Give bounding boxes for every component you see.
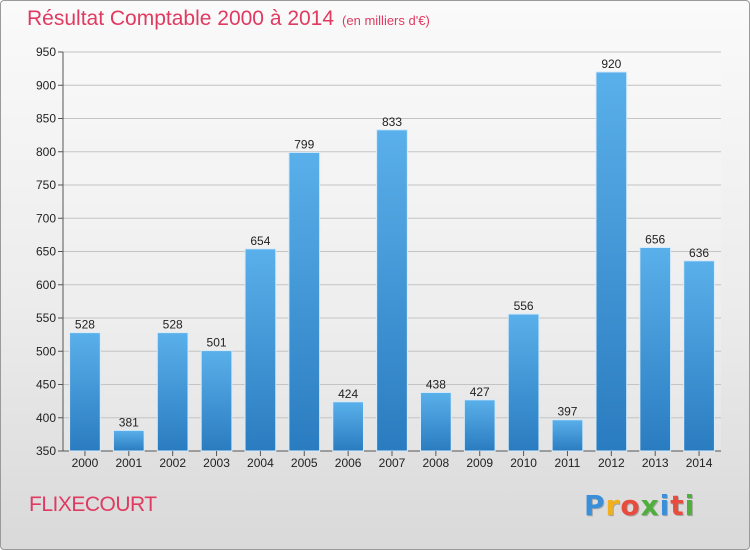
- y-tick-label: 750: [36, 178, 56, 192]
- x-tick-label-2003: 2003: [203, 456, 230, 470]
- data-label-2007: 833: [382, 115, 402, 129]
- y-tick-label: 350: [36, 444, 56, 458]
- x-tick-label-2014: 2014: [686, 456, 713, 470]
- x-tick-label-2005: 2005: [291, 456, 318, 470]
- bar-2008: [420, 391, 452, 452]
- proxiti-logo: Proxiti: [584, 489, 695, 522]
- chart-title-text: Résultat Comptable 2000 à 2014: [27, 7, 335, 30]
- x-tick-label-2001: 2001: [115, 456, 142, 470]
- logo-letter: i: [659, 489, 671, 522]
- x-tick-label-2012: 2012: [598, 456, 625, 470]
- logo-letter: i: [684, 489, 696, 522]
- logo-letter: x: [640, 489, 660, 522]
- x-tick-label-2004: 2004: [247, 456, 274, 470]
- data-label-2010: 556: [514, 299, 534, 313]
- bar-2006: [332, 401, 364, 452]
- x-tick-label-2006: 2006: [335, 456, 362, 470]
- bar-2002: [156, 332, 189, 452]
- data-label-2012: 920: [601, 57, 621, 71]
- data-label-2008: 438: [426, 377, 446, 391]
- y-tick-label: 500: [36, 344, 56, 358]
- chart-title: Résultat Comptable 2000 à 2014 (en millie…: [27, 7, 430, 31]
- data-label-2001: 381: [119, 415, 139, 429]
- x-tick-label-2007: 2007: [379, 456, 406, 470]
- logo-letter: t: [670, 489, 685, 522]
- bar-2011: [551, 419, 584, 452]
- bar-2014: [683, 260, 715, 452]
- data-label-2013: 656: [645, 233, 665, 247]
- data-label-2014: 636: [689, 246, 709, 260]
- data-label-2004: 654: [250, 234, 270, 248]
- data-label-2002: 528: [163, 318, 183, 332]
- y-tick-label: 450: [36, 378, 56, 392]
- data-label-2005: 799: [294, 137, 314, 151]
- y-tick-label: 600: [36, 278, 56, 292]
- bar-2004: [244, 248, 277, 452]
- x-tick-label-2010: 2010: [510, 456, 537, 470]
- bar-2001: [112, 429, 145, 452]
- y-tick-label: 800: [36, 145, 56, 159]
- y-tick-label: 650: [36, 245, 56, 259]
- x-tick-label-2002: 2002: [159, 456, 186, 470]
- bar-2003: [200, 350, 233, 452]
- y-tick-label: 900: [36, 78, 56, 92]
- bar-2000: [69, 332, 101, 452]
- data-label-2000: 528: [75, 318, 95, 332]
- y-tick-label: 950: [36, 45, 56, 59]
- y-tick-label: 850: [36, 112, 56, 126]
- y-tick-label: 550: [36, 311, 56, 325]
- location-name: FLIXECOURT: [29, 493, 157, 516]
- y-tick-label: 400: [36, 411, 56, 425]
- logo-letter: P: [584, 489, 606, 522]
- bar-2013: [639, 247, 672, 452]
- x-tick-label-2013: 2013: [642, 456, 669, 470]
- data-label-2011: 397: [557, 405, 577, 419]
- y-tick-label: 700: [36, 211, 56, 225]
- x-tick-label-2000: 2000: [72, 456, 99, 470]
- x-tick-label-2008: 2008: [423, 456, 450, 470]
- logo-letter: r: [605, 489, 621, 522]
- bar-2010: [507, 313, 540, 452]
- bar-2009: [463, 399, 496, 452]
- data-label-2009: 427: [470, 385, 490, 399]
- x-tick-label-2009: 2009: [466, 456, 493, 470]
- bar-2005: [288, 151, 321, 452]
- bar-2012: [595, 71, 628, 452]
- data-label-2006: 424: [338, 387, 358, 401]
- data-label-2003: 501: [207, 336, 227, 350]
- chart-subtitle: (en milliers d'€): [342, 13, 430, 28]
- x-tick-label-2011: 2011: [555, 456, 581, 470]
- logo-letter: o: [620, 489, 641, 522]
- bar-2007: [376, 129, 408, 452]
